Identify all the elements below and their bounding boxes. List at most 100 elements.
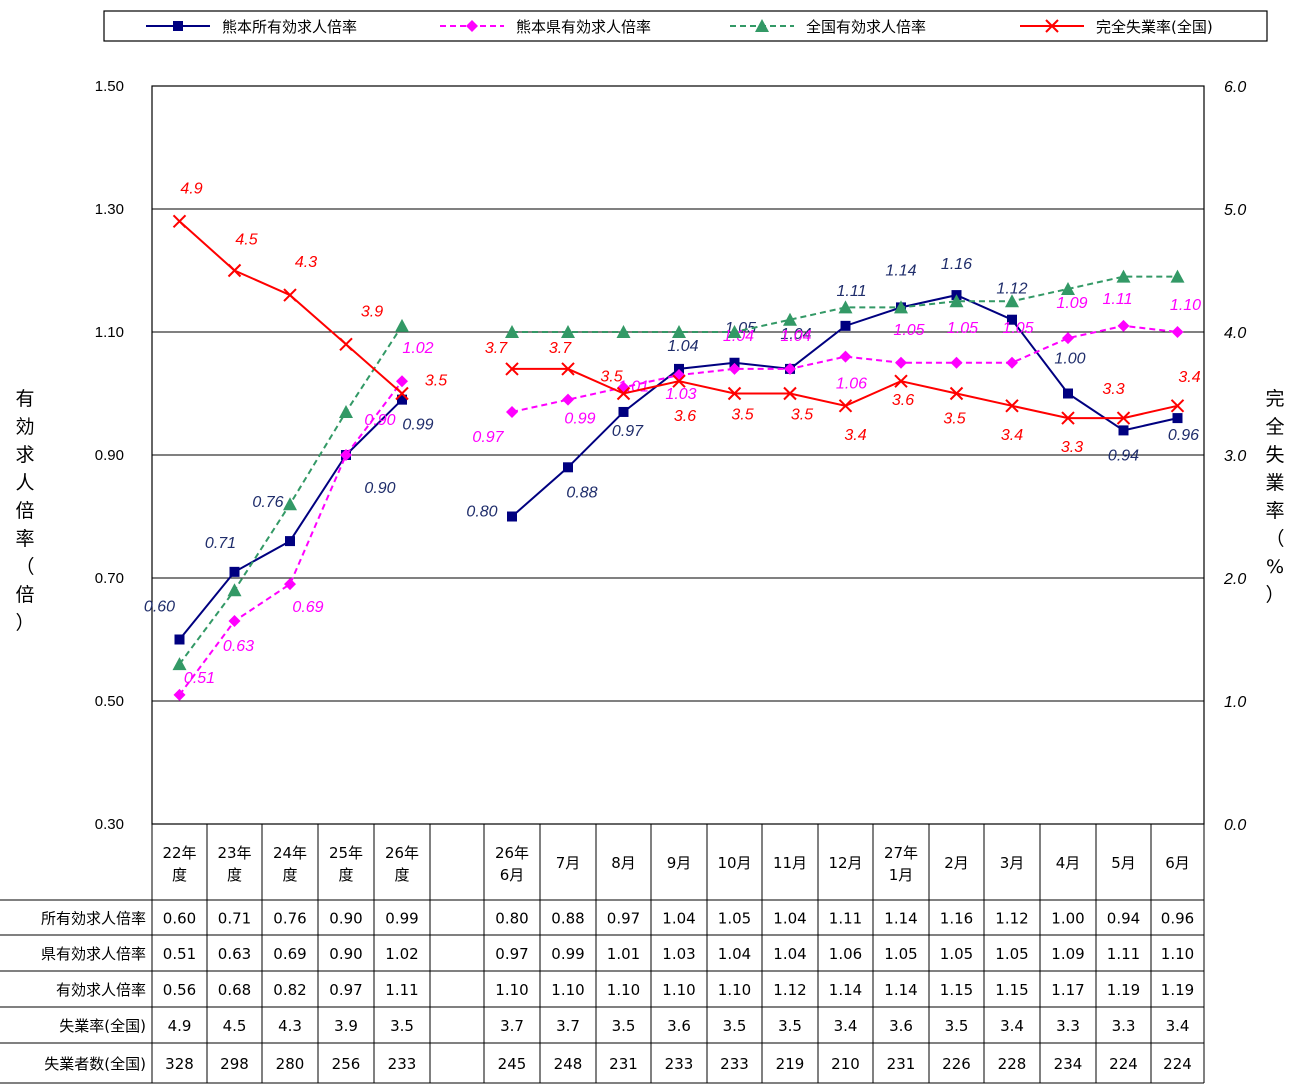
table-cell: 0.68 bbox=[218, 981, 251, 999]
data-label: 4.9 bbox=[180, 180, 202, 197]
table-row-label: 有効求人倍率 bbox=[56, 981, 146, 999]
table-cell: 1.16 bbox=[940, 910, 973, 928]
legend-entry-label: 全国有効求人倍率 bbox=[806, 18, 926, 36]
data-label: 4.3 bbox=[295, 254, 317, 271]
series-line bbox=[178, 398, 403, 641]
data-point-x bbox=[727, 386, 742, 401]
table-cell: 1.00 bbox=[1051, 910, 1084, 928]
y-left-tick-label: 0.70 bbox=[95, 570, 124, 587]
data-label: 1.03 bbox=[665, 386, 696, 403]
y-right-axis-title-char: 業 bbox=[1265, 472, 1284, 494]
y-left-axis-title-char: 求 bbox=[15, 444, 34, 466]
table-cell: 3.3 bbox=[1112, 1017, 1136, 1035]
data-label: 1.09 bbox=[1056, 295, 1087, 312]
data-label: 1.06 bbox=[836, 376, 867, 393]
table-cell: 0.51 bbox=[163, 945, 196, 963]
data-point-square bbox=[618, 406, 629, 417]
category-label: 度 bbox=[338, 866, 353, 884]
data-point-triangle bbox=[1061, 281, 1075, 295]
data-label: 0.97 bbox=[472, 429, 504, 446]
data-point-x bbox=[1061, 411, 1075, 425]
data-label: 3.3 bbox=[1061, 439, 1083, 456]
table-cell: 248 bbox=[554, 1055, 583, 1073]
data-label: 0.88 bbox=[566, 484, 597, 501]
data-point-triangle bbox=[283, 497, 297, 511]
series-1 bbox=[173, 319, 1184, 701]
y-left-axis-title-char: 率 bbox=[15, 528, 34, 550]
data-point-square bbox=[229, 566, 240, 577]
table-cell: 0.99 bbox=[551, 945, 584, 963]
data-label: 3.7 bbox=[485, 340, 508, 357]
table-cell: 1.06 bbox=[829, 945, 862, 963]
data-label: 0.69 bbox=[292, 599, 323, 616]
table-cell: 0.88 bbox=[551, 910, 584, 928]
table-cell: 233 bbox=[720, 1055, 749, 1073]
data-point-diamond bbox=[895, 356, 907, 369]
data-point-diamond bbox=[950, 356, 963, 369]
y-right-tick-label: 1.0 bbox=[1224, 694, 1246, 711]
table-cell: 3.5 bbox=[945, 1017, 969, 1035]
data-point-x bbox=[395, 386, 409, 401]
y-right-axis-title-char: （ bbox=[1265, 528, 1284, 550]
data-point-triangle bbox=[1170, 269, 1185, 283]
table-cell: 231 bbox=[887, 1055, 916, 1073]
data-point-triangle bbox=[561, 325, 575, 338]
table-cell: 1.04 bbox=[773, 910, 806, 928]
table-cell: 1.09 bbox=[1051, 945, 1084, 963]
table-cell: 1.04 bbox=[718, 945, 751, 963]
table-cell: 0.97 bbox=[329, 981, 362, 999]
legend bbox=[103, 10, 1268, 42]
data-point-triangle bbox=[672, 325, 686, 338]
category-label: 12月 bbox=[828, 854, 862, 872]
data-label: 0.51 bbox=[184, 670, 215, 687]
table-cell: 0.97 bbox=[607, 910, 640, 928]
table-cell: 210 bbox=[831, 1055, 860, 1073]
table-cell: 1.11 bbox=[385, 981, 418, 999]
y-left-axis-title-char: 人 bbox=[15, 472, 34, 494]
category-label: 27年 bbox=[884, 844, 918, 862]
category-label: 9月 bbox=[667, 854, 692, 872]
data-point-diamond bbox=[839, 350, 852, 363]
data-label: 1.05 bbox=[1002, 320, 1033, 337]
legend-swatch-marker bbox=[466, 20, 478, 32]
data-label: 3.4 bbox=[1178, 369, 1200, 386]
table-cell: 0.80 bbox=[495, 910, 528, 928]
data-point-triangle bbox=[395, 318, 409, 332]
data-point-square bbox=[1172, 413, 1183, 424]
table-cell: 3.5 bbox=[723, 1017, 747, 1035]
data-point-square bbox=[840, 320, 851, 331]
data-point-x bbox=[783, 386, 797, 401]
data-point-diamond bbox=[284, 578, 296, 591]
data-point-square bbox=[1063, 388, 1073, 399]
data-point-square bbox=[729, 357, 740, 368]
y-right-tick-label: 2.0 bbox=[1223, 571, 1246, 588]
table-row-label: 県有効求人倍率 bbox=[41, 945, 146, 963]
data-point-x bbox=[283, 288, 297, 302]
table-cell: 0.60 bbox=[163, 910, 196, 928]
table-cell: 0.82 bbox=[273, 981, 306, 999]
data-label: 3.5 bbox=[600, 369, 622, 386]
table-cell: 3.7 bbox=[500, 1017, 524, 1035]
data-label: 0.80 bbox=[466, 504, 497, 521]
table-cell: 1.14 bbox=[884, 981, 917, 999]
table-cell: 0.94 bbox=[1107, 910, 1140, 928]
table-cell: 1.17 bbox=[1051, 981, 1084, 999]
data-point-triangle bbox=[727, 325, 742, 338]
table-cell: 233 bbox=[665, 1055, 694, 1073]
table-cell: 328 bbox=[165, 1055, 194, 1073]
table-cell: 3.4 bbox=[1166, 1017, 1190, 1035]
table-cell: 0.76 bbox=[273, 910, 306, 928]
table-cell: 228 bbox=[998, 1055, 1027, 1073]
table-cell: 1.04 bbox=[662, 910, 695, 928]
y-left-tick-label: 0.90 bbox=[95, 447, 124, 464]
data-point-x bbox=[672, 374, 686, 388]
legend-entry-label: 完全失業率(全国) bbox=[1096, 18, 1213, 36]
series-2 bbox=[172, 269, 1185, 671]
data-point-square bbox=[507, 511, 517, 522]
table-cell: 1.10 bbox=[607, 981, 640, 999]
table-cell: 280 bbox=[276, 1055, 305, 1073]
data-label: 3.5 bbox=[731, 407, 753, 424]
table-cell: 1.05 bbox=[884, 945, 917, 963]
data-label: 3.3 bbox=[1102, 381, 1124, 398]
